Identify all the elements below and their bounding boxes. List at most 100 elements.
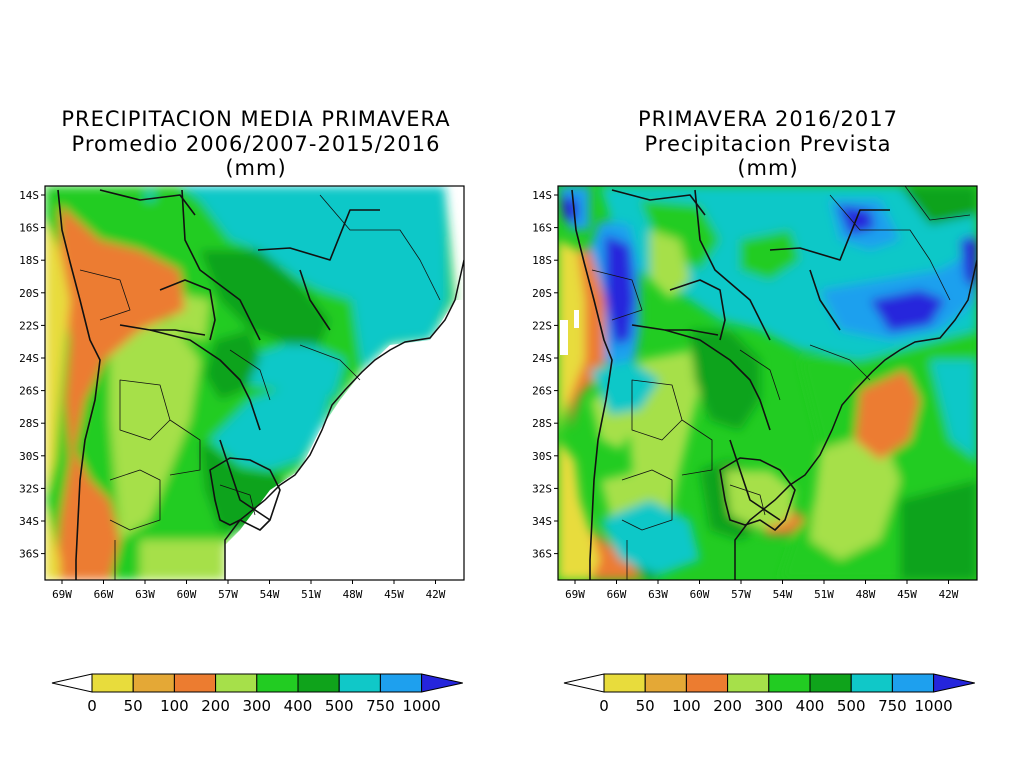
- lon-label: 42W: [939, 588, 959, 601]
- colorbar-label: 500: [837, 697, 866, 715]
- colorbar-bin: [132, 673, 175, 693]
- colorbar-bin: [256, 673, 299, 693]
- right-map-panel: PRIMAVERA 2016/2017 Precipitacion Previs…: [532, 107, 978, 601]
- lat-label: 16S: [19, 222, 39, 235]
- lat-label: 24S: [19, 352, 39, 365]
- lat-label: 34S: [19, 515, 39, 528]
- lon-label: 45W: [384, 588, 404, 601]
- colorbar-bin: [297, 673, 340, 693]
- left-map-title-line3: (mm): [225, 156, 286, 180]
- colorbar-label: 500: [325, 697, 354, 715]
- colorbar-label: 200: [201, 697, 230, 715]
- right-lat-labels: 14S 16S 18S 20S 22S 24S 26S 28S 30S 32S 34S 36S: [532, 189, 558, 561]
- right-map-title-line1: PRIMAVERA 2016/2017: [638, 107, 898, 131]
- lat-label: 24S: [532, 352, 552, 365]
- colorbar-bin: [644, 673, 687, 693]
- left-precipitation-field: [45, 186, 464, 580]
- right-lon-labels: 69W 66W 63W 60W 57W 54W 51W 48W 45W 42W: [565, 580, 959, 601]
- colorbar-bin: [338, 673, 381, 693]
- colorbar-bin: [685, 673, 729, 693]
- lon-label: 54W: [260, 588, 280, 601]
- lat-label: 14S: [532, 189, 552, 202]
- lat-label: 36S: [19, 548, 39, 561]
- lon-label: 51W: [814, 588, 834, 601]
- lat-label: 20S: [19, 287, 39, 300]
- colorbar-under-arrow: [51, 673, 93, 693]
- right-map-frame: [557, 185, 978, 581]
- colorbar-bin: [215, 673, 258, 693]
- colorbar-bin: [727, 673, 770, 693]
- colorbar-label: 750: [366, 697, 395, 715]
- lat-label: 18S: [532, 254, 552, 267]
- colorbar-under-arrow: [563, 673, 605, 693]
- colorbar-bin: [173, 673, 217, 693]
- lon-label: 60W: [177, 588, 197, 601]
- colorbar-over-arrow: [421, 673, 463, 693]
- left-lat-labels: 14S 16S 18S 20S 22S 24S 26S 28S 30S 32S 34S 36S: [19, 189, 45, 561]
- colorbar-label: 1000: [403, 697, 441, 715]
- lon-label: 69W: [565, 588, 585, 601]
- left-map-frame: [44, 185, 465, 581]
- lat-label: 26S: [19, 385, 39, 398]
- lat-label: 16S: [532, 222, 552, 235]
- left-map-title-line2: Promedio 2006/2007-2015/2016: [72, 132, 441, 156]
- left-map-title-line1: PRECIPITACION MEDIA PRIMAVERA: [61, 107, 450, 131]
- colorbar-label: 200: [713, 697, 742, 715]
- colorbar-bin: [379, 673, 423, 693]
- lon-label: 48W: [856, 588, 876, 601]
- lat-label: 34S: [532, 515, 552, 528]
- colorbar-label: 400: [284, 697, 313, 715]
- lon-label: 48W: [343, 588, 363, 601]
- lon-label: 66W: [94, 588, 114, 601]
- colorbar-label: 300: [754, 697, 783, 715]
- lat-label: 22S: [532, 319, 552, 332]
- lat-label: 30S: [532, 450, 552, 463]
- colorbar-label: 0: [87, 697, 97, 715]
- lon-label: 54W: [773, 588, 793, 601]
- colorbar-label: 750: [878, 697, 907, 715]
- colorbar-bin: [891, 673, 935, 693]
- left-colorbar: 0 50 100 200 300 400 500 750 1000: [51, 673, 463, 715]
- lon-label: 51W: [301, 588, 321, 601]
- colorbar-label: 400: [796, 697, 825, 715]
- colorbar-label: 0: [599, 697, 609, 715]
- right-colorbar: 0 50 100 200 300 400 500 750 1000: [563, 673, 975, 715]
- colorbar-bin: [768, 673, 811, 693]
- left-map-panel: PRECIPITACION MEDIA PRIMAVERA Promedio 2…: [19, 107, 465, 601]
- colorbar-label: 100: [672, 697, 701, 715]
- lat-label: 22S: [19, 319, 39, 332]
- right-map-title-line3: (mm): [737, 156, 798, 180]
- colorbar-label: 1000: [915, 697, 953, 715]
- lat-label: 18S: [19, 254, 39, 267]
- lat-label: 36S: [532, 548, 552, 561]
- lon-label: 63W: [648, 588, 668, 601]
- lat-label: 32S: [19, 482, 39, 495]
- colorbar-bin: [809, 673, 852, 693]
- colorbar-label: 50: [636, 697, 655, 715]
- lon-label: 63W: [135, 588, 155, 601]
- lat-label: 32S: [532, 482, 552, 495]
- lon-label: 42W: [426, 588, 446, 601]
- lat-label: 28S: [19, 417, 39, 430]
- lat-label: 28S: [532, 417, 552, 430]
- colorbar-label: 50: [124, 697, 143, 715]
- lat-label: 20S: [532, 287, 552, 300]
- colorbar-label: 300: [242, 697, 271, 715]
- lon-label: 57W: [731, 588, 751, 601]
- lon-label: 60W: [690, 588, 710, 601]
- colorbar-label: 100: [160, 697, 189, 715]
- colorbar-bin: [91, 673, 134, 693]
- left-lon-labels: 69W 66W 63W 60W 57W 54W 51W 48W 45W 42W: [52, 580, 446, 601]
- right-map-title-line2: Precipitacion Prevista: [645, 132, 892, 156]
- colorbar-over-arrow: [933, 673, 975, 693]
- lon-label: 69W: [52, 588, 72, 601]
- lon-label: 57W: [218, 588, 238, 601]
- lon-label: 45W: [897, 588, 917, 601]
- lon-label: 66W: [607, 588, 627, 601]
- lat-label: 30S: [19, 450, 39, 463]
- lat-label: 26S: [532, 385, 552, 398]
- lat-label: 14S: [19, 189, 39, 202]
- colorbar-bin: [850, 673, 893, 693]
- colorbar-bin: [603, 673, 646, 693]
